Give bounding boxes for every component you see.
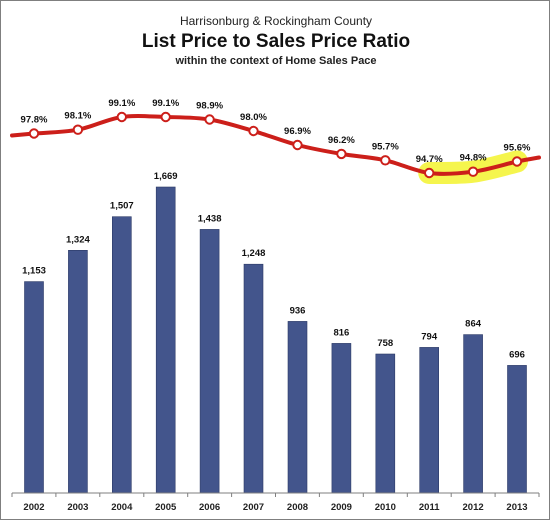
ratio-label-2012: 94.8%: [460, 153, 487, 164]
bar-2010: [375, 353, 396, 494]
bars-layer: 1,153 1,324 1,507 1,669 1,438 1,248 936 816 758 7…: [22, 171, 527, 494]
bar-label-2007: 1,248: [242, 248, 266, 259]
bar-2011: [419, 347, 440, 494]
bar-label-2012: 864: [465, 319, 482, 330]
ratio-label-2005: 99.1%: [152, 98, 179, 109]
bar-label-2008: 936: [290, 305, 306, 316]
bar-2013: [507, 365, 527, 494]
x-tick-label-2011: 2011: [419, 502, 440, 513]
ratio-point-2011: [424, 167, 435, 179]
x-tick-label-2003: 2003: [67, 502, 88, 513]
bar-2003: [68, 250, 88, 494]
chart-title-top: Harrisonburg & Rockingham County: [180, 14, 372, 28]
x-tick-label-2004: 2004: [111, 502, 133, 513]
bar-2002: [24, 281, 44, 494]
x-tick-label-2009: 2009: [331, 502, 352, 513]
bar-label-2002: 1,153: [22, 266, 46, 277]
x-tick-label-2010: 2010: [375, 502, 396, 513]
bar-label-2006: 1,438: [198, 213, 222, 224]
x-tick-label-2007: 2007: [243, 502, 264, 513]
ratio-point-2006: [204, 114, 215, 125]
x-tick-label-2008: 2008: [287, 502, 308, 513]
ratio-point-2007: [248, 125, 259, 137]
bar-2008: [287, 321, 308, 494]
ratio-point-2004: [116, 111, 128, 123]
bar-label-2011: 794: [421, 331, 438, 342]
ratio-label-2007: 98.0%: [240, 112, 267, 123]
ratio-point-2003: [72, 124, 84, 135]
ratio-label-2003: 98.1%: [64, 111, 91, 122]
bar-label-2004: 1,507: [110, 201, 134, 212]
bar-label-2009: 816: [333, 327, 349, 338]
ratio-point-2005: [160, 111, 171, 123]
ratio-label-2011: 94.7%: [416, 154, 443, 165]
x-tick-label-2005: 2005: [155, 502, 177, 513]
ratio-label-2006: 98.9%: [196, 101, 223, 112]
ratio-point-2010: [380, 155, 391, 166]
bar-label-2005: 1,669: [154, 171, 178, 182]
x-tick-label-2006: 2006: [199, 502, 220, 513]
ratio-label-2010: 95.7%: [372, 141, 399, 152]
x-tick-label-2013: 2013: [506, 502, 527, 513]
ratio-point-2013: [511, 156, 523, 167]
ratio-label-2008: 96.9%: [284, 126, 311, 137]
ratio-label-2009: 96.2%: [328, 135, 355, 146]
bar-2005: [155, 186, 176, 494]
ratio-point-2009: [336, 148, 347, 160]
ratio-label-2013: 95.6%: [504, 143, 531, 154]
ratio-label-2004: 99.1%: [108, 98, 135, 109]
bar-label-2010: 758: [377, 338, 393, 349]
x-tick-label-2012: 2012: [463, 502, 484, 513]
bar-label-2013: 696: [509, 349, 525, 360]
bar-2007: [243, 263, 264, 494]
x-axis: 2002 2003 2004 2005 2006 2007 2008 2009 2010 2011…: [11, 492, 540, 513]
chart-subtitle: within the context of Home Sales Pace: [174, 55, 376, 67]
bar-2009: [331, 343, 352, 494]
ratio-point-2002: [28, 128, 40, 139]
bar-2006: [199, 229, 220, 494]
ratio-point-2012: [467, 166, 479, 177]
chart-title: List Price to Sales Price Ratio: [142, 31, 410, 52]
ratio-line-layer: 97.8% 98.1% 99.1% 99.1% 98.9% 98.0% 96.9% 96.2%…: [10, 98, 541, 185]
bar-2012: [463, 334, 483, 494]
bar-label-2003: 1,324: [66, 234, 90, 245]
x-tick-label-2002: 2002: [23, 502, 44, 513]
ratio-point-2008: [292, 139, 303, 151]
bar-2004: [112, 216, 132, 494]
ratio-label-2002: 97.8%: [21, 115, 48, 126]
